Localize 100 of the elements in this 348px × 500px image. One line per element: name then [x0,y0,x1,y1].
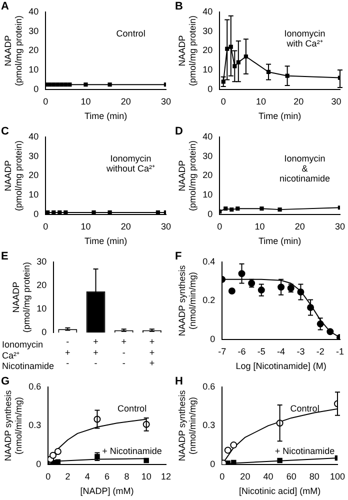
annotation: Ionomycin without Ca²⁺ [106,153,156,174]
chart-title: B [175,0,183,13]
chart-title: H [175,376,183,388]
y-tick-label: 20 [36,280,47,290]
y-axis-title: NAADP synthesis (nmol/min/mg) [176,264,198,336]
y-tick-label: 0.6 [28,381,42,392]
y-tick-label: 10 [28,190,39,200]
y-tick-label: 10 [202,64,213,75]
x-tick-label: 20 [294,96,304,106]
x-tick-label: 30 [331,96,342,106]
x-tick-label: 30 [160,221,171,232]
x-tick-label: 10 [80,96,91,106]
y-tick-label: 0.3 [28,420,42,430]
y-tick-label: 10 [202,190,213,200]
x-tick-label: 0 [220,96,226,106]
y-tick-label: 10 [36,304,47,314]
y-tick-label: 0.3 [202,420,216,430]
x-tick-label: 8 [124,471,130,482]
x-tick-label: 20 [120,221,131,232]
y-tick-label: 40 [28,131,39,142]
y-tick-label: 20 [28,170,39,180]
y-axis-title: NAADP synthesis (nmol/min/mg) [2,390,24,462]
x-axis-title: [Nicotinic acid] (mM) [239,486,321,496]
x-tick-label: 20 [120,96,131,106]
y-axis-title: NAADP (pmol/mg protein) [10,262,32,333]
annotation: + Nicotinamide [102,446,162,456]
y-tick-label: 40 [28,6,39,16]
y-tick-label: 20 [28,45,39,56]
y-tick-label: 0 [34,208,39,219]
x-tick-label: 80 [309,471,320,482]
x-tick-label: 100 [330,471,346,482]
x-tick-label: 30 [334,221,345,232]
x-tick-label: 2 [65,471,70,482]
x-tick-label: 10 [256,96,266,106]
x-axis-title: Time (min) [258,236,302,246]
y-axis-title: NAADP (pmol/mg protein) [176,15,198,86]
chart-title: E [1,250,8,263]
annotation: Control [118,403,147,414]
y-tick-label: 0 [210,458,216,469]
x-axis-title: Log [Nicotinamide] (M) [236,361,326,372]
y-tick-label: 0 [208,208,213,219]
chart-title: C [1,126,9,138]
x-axis-title: Time (min) [84,111,128,122]
x-tick-label: 0 [217,221,222,232]
chart-title: A [1,0,9,13]
annotation: Ionomycin & nicotinamide [280,153,330,184]
x-tick-label: 4 [84,471,90,482]
y-tick-label: 0.6 [202,381,216,392]
x-axis-title: Ionomycin Ca²⁺ Nicotinamide [2,339,54,372]
y-tick-label: 20 [202,45,213,56]
y-tick-label: 30 [36,256,47,266]
y-tick-label: 0 [42,327,47,338]
x-tick-label: 0 [220,471,225,482]
x-tick-label: 60 [286,471,296,482]
x-tick-label: -7 [218,346,226,356]
x-tick-label: -2 [316,346,324,356]
y-tick-label: 20 [202,170,213,180]
y-tick-label: 30 [28,26,39,36]
y-tick-label: 0 [36,458,42,469]
annotation: Control [290,403,320,414]
y-tick-label: 0 [34,84,39,94]
x-tick-label: -6 [238,346,246,356]
y-tick-label: 30 [202,26,213,36]
x-axis-title: Time (min) [84,236,128,246]
annotation: + Nicotinamide [274,446,335,456]
y-tick-label: 40 [202,131,213,142]
y-tick-label: 30 [28,150,39,161]
x-tick-label: 20 [240,471,250,482]
x-tick-label: 30 [160,96,171,106]
x-axis-title: [NADP] (mM) [80,486,134,496]
x-tick-label: 12 [160,471,171,482]
y-tick-label: 0.2 [202,295,216,306]
x-tick-label: 20 [294,221,305,232]
y-tick-label: 0.4 [202,256,216,266]
y-tick-label: 30 [202,150,213,161]
annotation: Ionomycin with Ca²⁺ [284,28,326,48]
chart-title: F [175,250,182,263]
y-axis-title: NAADP synthesis (nmol/min/mg) [176,390,198,462]
y-axis-title: NAADP (pmol/mg protein) [176,140,198,211]
x-tick-label: 40 [263,471,274,482]
x-tick-label: -4 [277,346,286,356]
x-tick-label: 10 [254,221,265,232]
x-tick-label: 10 [80,221,91,232]
x-tick-label: + + - [93,336,98,368]
x-tick-label: 6 [104,471,110,482]
y-tick-label: 10 [28,64,39,75]
y-tick-label: 0 [208,84,213,94]
x-tick-label: + + + [149,336,155,368]
x-tick-label: -1 [336,346,344,356]
x-tick-label: - + - [65,336,70,368]
annotation: Control [116,28,146,38]
x-tick-label: 10 [141,471,152,482]
chart-title: D [175,126,183,138]
y-tick-label: 40 [202,6,213,16]
x-tick-label: -5 [257,346,266,356]
chart-title: G [1,376,10,388]
y-axis-title: NAADP (pmol/mg protein) [2,15,24,86]
x-axis-title: Time (min) [258,111,302,122]
x-tick-label: -3 [296,346,305,356]
x-tick-label: + - - [121,336,126,368]
